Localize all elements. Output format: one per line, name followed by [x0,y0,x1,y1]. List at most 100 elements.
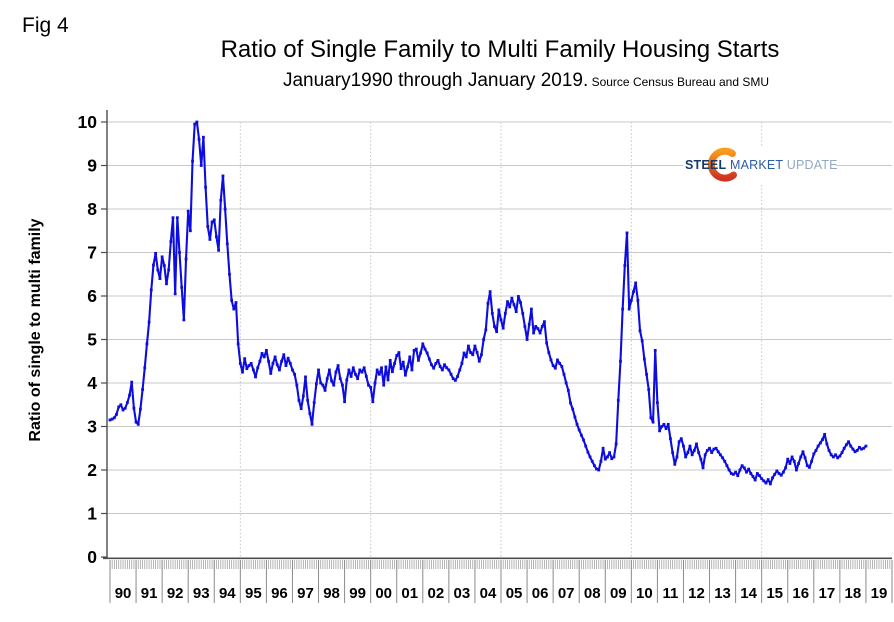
data-point [323,389,327,392]
data-point [169,240,173,244]
data-point [786,457,790,461]
data-point [847,440,850,444]
data-point [121,408,125,412]
data-point [467,344,470,348]
data-point [777,472,781,475]
data-point [447,368,451,372]
data-point [210,220,214,224]
data-point [768,482,772,486]
data-point [784,466,787,470]
data-point [577,428,581,432]
data-point [760,477,764,481]
data-point [734,470,737,474]
data-point [440,368,444,372]
data-point [406,365,409,369]
data-point [260,352,264,355]
data-point [202,135,205,139]
data-point [184,257,188,261]
x-tick-label: 08 [584,585,601,602]
data-point [771,476,774,480]
data-point [612,455,616,459]
data-point [195,120,199,124]
data-point [571,407,575,411]
data-point [718,453,722,457]
data-point [382,383,386,387]
data-point [141,388,144,391]
data-point [758,474,761,478]
data-point [149,288,153,292]
data-point [688,444,692,448]
data-point [849,444,853,448]
data-point [145,342,149,346]
data-point [699,457,703,461]
data-point [110,417,114,421]
data-point [738,468,742,472]
data-point [380,366,383,370]
data-point [384,365,388,369]
data-point [795,468,798,472]
y-tick-label: 2 [87,460,97,480]
data-point [484,328,488,332]
data-point [660,425,664,428]
data-point [512,303,516,307]
x-tick-label: 15 [766,585,783,602]
data-point [167,268,171,272]
data-point [371,400,375,404]
data-point [486,302,490,305]
data-point [419,351,423,355]
data-point [180,285,184,289]
data-point [695,442,698,446]
data-point [421,342,425,346]
logo-arc-icon [707,147,737,182]
data-point [690,453,694,457]
data-point [764,481,768,485]
data-point [710,451,714,454]
figure-number: Fig 4 [22,14,69,37]
data-point [716,450,720,454]
data-point [701,466,705,470]
data-point [136,422,140,426]
x-tick-label: 09 [610,585,627,602]
data-point [425,351,429,355]
data-point [534,325,538,328]
data-point [286,356,290,360]
data-point [293,372,297,376]
data-point [267,359,270,363]
x-tick-label: 90 [115,585,132,602]
data-point [705,449,709,452]
data-point [130,380,134,384]
data-point [434,362,438,365]
y-tick-label: 4 [87,373,97,393]
data-point [191,159,194,163]
x-tick-label: 01 [401,585,418,602]
data-point [677,440,681,444]
data-point [458,368,462,372]
x-tick-label: 19 [871,585,888,602]
data-point [671,451,675,454]
data-point [232,307,236,311]
data-point [288,362,292,365]
data-point [829,453,833,457]
data-point [251,368,255,372]
data-point [682,444,685,448]
data-point [553,366,557,370]
data-point [797,462,800,465]
data-point [321,383,325,387]
y-tick-label: 7 [87,243,97,263]
data-point [175,216,179,220]
data-point [805,464,809,468]
data-point [284,364,288,367]
data-point [540,325,544,328]
data-point [493,325,496,328]
data-point [747,467,751,471]
data-point [508,305,512,309]
data-point [614,442,618,446]
x-tick-label: 96 [271,585,288,602]
data-point [225,242,229,246]
x-tick-label: 05 [506,585,523,602]
data-point [729,472,733,475]
data-point [814,449,818,452]
data-point [393,362,396,365]
data-point [453,378,457,382]
data-point [430,363,433,367]
